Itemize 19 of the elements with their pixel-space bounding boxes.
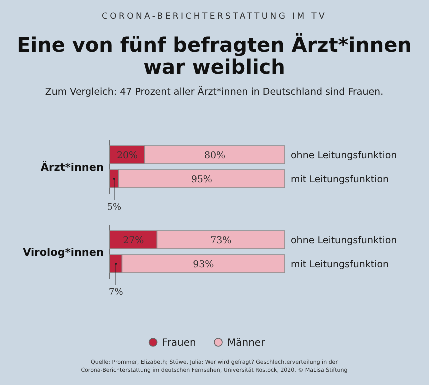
data-label: 7% (108, 288, 124, 298)
y-tick-label: ohne Leitungsfunktion (291, 150, 398, 162)
y-tick-label: ohne Leitungsfunktion (291, 236, 398, 246)
chart-subtitle: Zum Vergleich: 47 Prozent aller Ärzt*innen in Deutschland sind Frauen. (45, 86, 384, 98)
data-label: 20% (116, 150, 138, 162)
text: Ärzt*innen (40, 161, 104, 174)
data-label: 95% (191, 174, 212, 186)
data-label: 27% (123, 236, 144, 246)
data-label: 5% (107, 203, 122, 213)
data-label: 73% (210, 236, 232, 246)
data-label: 93% (193, 260, 214, 270)
chart-title: Eine von fünf befragten Ärzt*innen war weiblich (17, 33, 412, 79)
legend-label: Frauen (162, 338, 196, 349)
data-label: 80% (204, 150, 226, 162)
y-tick-label: mit Leitungsfunktion (291, 260, 390, 270)
y-tick-label: mit Leitungsfunktion (291, 174, 390, 186)
text: Virolog*innen (23, 247, 104, 259)
legend-label: Männer (228, 338, 266, 349)
text: CORONA-BERICHTERSTATTUNG IM TV (102, 12, 328, 22)
